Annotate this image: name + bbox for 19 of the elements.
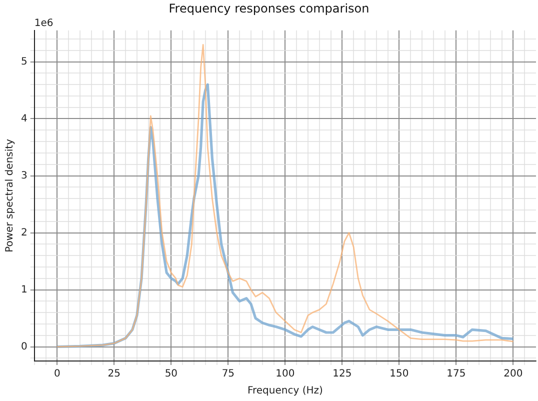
x-tick-label: 100: [276, 368, 295, 380]
x-tick-label: 50: [164, 368, 178, 380]
x-tick-label: 175: [446, 368, 466, 380]
y-axis-title: Power spectral density: [4, 138, 16, 252]
x-axis-title: Frequency (Hz): [247, 386, 323, 397]
chart-title: Frequency responses comparison: [168, 1, 370, 16]
x-tick-label: 150: [390, 368, 409, 380]
y-tick-label: 5: [20, 56, 28, 68]
y-tick-label: 4: [20, 113, 28, 124]
x-tick-label: 75: [222, 368, 235, 380]
text: 1e6: [34, 18, 54, 29]
y-tick-label: 0: [20, 341, 28, 352]
y-tick-label: 1: [20, 284, 28, 296]
x-tick-label: 125: [332, 368, 352, 380]
x-tick-label: 200: [504, 368, 523, 380]
x-tick-label: 0: [54, 368, 60, 380]
x-tick-label: 25: [108, 368, 121, 380]
y-tick-label: 2: [20, 227, 28, 238]
y-tick-label: 3: [20, 170, 28, 182]
